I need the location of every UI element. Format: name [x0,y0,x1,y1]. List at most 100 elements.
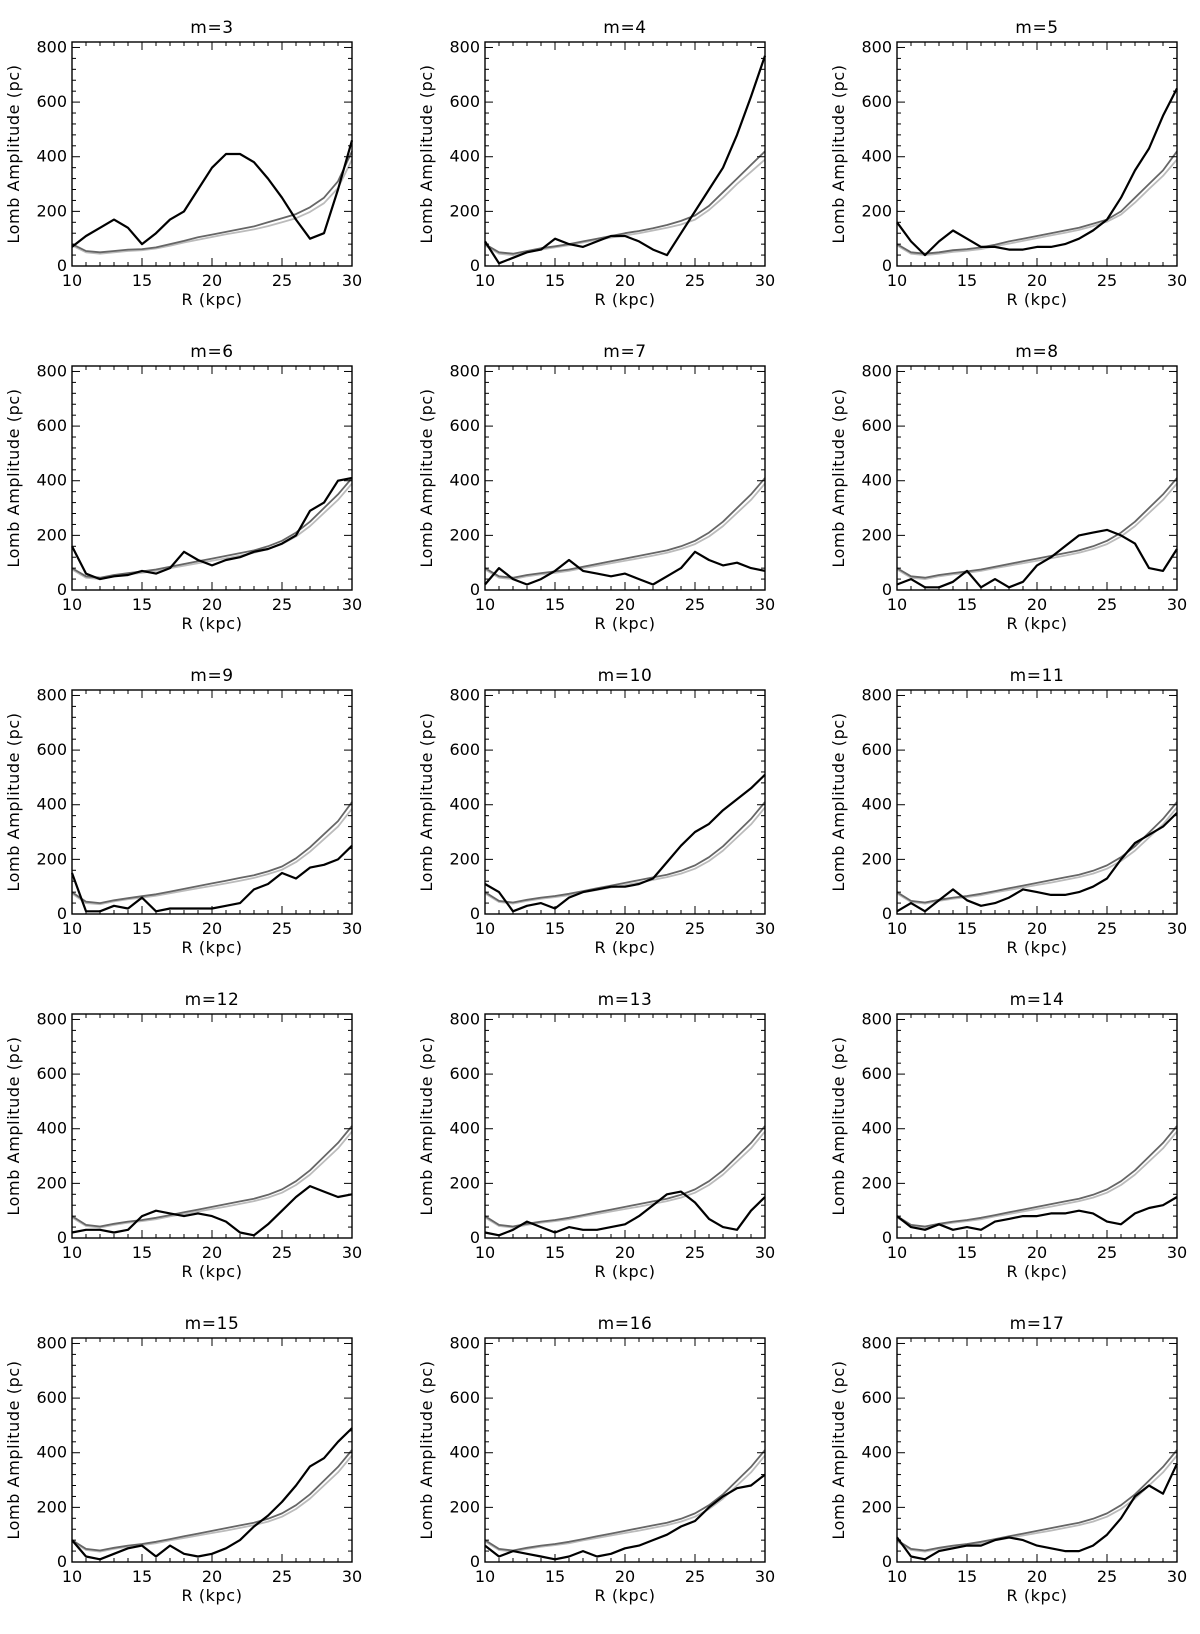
y-tick-label: 600 [449,1388,480,1407]
y-tick-label: 0 [470,1552,480,1571]
y-tick-label: 800 [36,1009,67,1028]
x-tick-label: 20 [615,595,635,614]
y-tick-label: 600 [36,416,67,435]
x-tick-label: 10 [887,271,907,290]
panel-title: m=13 [598,990,653,1010]
series-line-1 [71,139,354,248]
x-tick-label: 10 [62,595,82,614]
x-tick-label: 20 [1027,919,1047,938]
panel-title: m=8 [1015,342,1058,362]
x-tick-label: 20 [202,919,222,938]
x-tick-label: 25 [272,919,292,938]
x-tick-label: 15 [545,271,565,290]
chart-panel-13: m=15 10 15 20 25 30 0 200 400 600 800 R (kpc) Lomb A… [4,1314,362,1605]
x-tick-label: 20 [615,1243,635,1262]
series-line-1 [71,476,353,581]
plot-frame [896,365,1178,591]
y-tick-label: 400 [861,1119,892,1138]
chart-panel-14: m=16 10 15 20 25 30 0 200 400 600 800 R (kpc) Lomb A… [417,1314,775,1605]
y-tick-label: 200 [861,849,892,868]
chart-panel-8: m=10 10 15 20 25 30 0 200 400 600 800 R (kpc) Lomb A… [417,666,775,957]
panel-title: m=11 [1010,666,1065,686]
y-axis-label: Lomb Amplitude (pc) [417,64,436,243]
series-line-1 [896,528,1178,589]
y-tick-label: 0 [470,904,480,923]
x-tick-label: 30 [1167,1567,1187,1586]
series-line-2 [71,1125,353,1228]
y-tick-label: 0 [57,580,67,599]
y-tick-label: 200 [861,1173,892,1192]
series-line-3 [896,1130,1178,1229]
y-tick-label: 400 [449,147,480,166]
x-tick-label: 15 [545,919,565,938]
series-line-2 [484,1449,766,1552]
y-tick-label: 400 [36,1119,67,1138]
plot-frame [896,41,1178,267]
plot-frame [71,41,353,267]
x-tick-label: 20 [202,1243,222,1262]
x-tick-label: 10 [887,919,907,938]
y-tick-label: 0 [470,1228,480,1247]
y-tick-label: 600 [861,1388,892,1407]
y-axis-label: Lomb Amplitude (pc) [417,712,436,891]
plot-frame [71,1013,353,1239]
chart-panel-4: m=6 10 15 20 25 30 0 200 400 600 800 R (kpc) Lomb Am… [4,342,362,633]
x-tick-label: 25 [685,1567,705,1586]
x-tick-label: 30 [342,1243,362,1262]
x-tick-label: 25 [685,595,705,614]
y-tick-label: 400 [861,795,892,814]
y-tick-label: 600 [449,1064,480,1083]
series-line-3 [484,158,766,257]
chart-panel-15: m=17 10 15 20 25 30 0 200 400 600 800 R (kpc) Lomb A… [829,1314,1187,1605]
x-tick-label: 15 [957,1243,977,1262]
x-tick-label: 25 [1097,595,1117,614]
plot-frame [484,1013,766,1239]
y-tick-label: 400 [449,1443,480,1462]
x-tick-label: 10 [62,1243,82,1262]
x-axis-label: R (kpc) [181,1586,242,1605]
plot-frame [484,365,766,591]
x-tick-label: 20 [615,1567,635,1586]
y-tick-label: 400 [36,147,67,166]
plot-frame [896,1337,1178,1563]
x-tick-label: 15 [132,919,152,938]
y-tick-label: 800 [36,685,67,704]
series-line-2 [896,1449,1178,1552]
y-tick-label: 200 [449,849,480,868]
x-tick-label: 10 [62,1567,82,1586]
x-axis-label: R (kpc) [1006,614,1067,633]
y-tick-label: 0 [57,1552,67,1571]
panel-title: m=10 [598,666,653,686]
y-tick-label: 0 [882,256,892,275]
x-tick-label: 15 [545,1243,565,1262]
x-tick-label: 15 [132,595,152,614]
y-axis-label: Lomb Amplitude (pc) [4,1036,23,1215]
y-tick-label: 200 [861,1497,892,1516]
y-tick-label: 400 [36,1443,67,1462]
series-line-1 [71,1427,353,1561]
x-tick-label: 10 [475,271,495,290]
x-tick-label: 25 [272,1567,292,1586]
y-axis-label: Lomb Amplitude (pc) [829,712,848,891]
x-axis-label: R (kpc) [594,614,655,633]
y-tick-label: 200 [449,1173,480,1192]
x-axis-label: R (kpc) [1006,938,1067,957]
series-line-1 [896,1463,1178,1561]
y-axis-label: Lomb Amplitude (pc) [829,64,848,243]
x-axis-label: R (kpc) [181,938,242,957]
series-line-2 [484,801,766,904]
x-tick-label: 20 [202,595,222,614]
x-tick-label: 15 [957,595,977,614]
x-tick-label: 30 [342,1567,362,1586]
x-tick-label: 30 [755,595,775,614]
x-tick-label: 20 [1027,595,1047,614]
y-tick-label: 200 [861,525,892,544]
chart-panel-10: m=12 10 15 20 25 30 0 200 400 600 800 R (kpc) Lomb A… [4,990,362,1281]
y-tick-label: 0 [882,1552,892,1571]
series-line-3 [484,1130,766,1229]
y-axis-label: Lomb Amplitude (pc) [417,1360,436,1539]
x-tick-label: 20 [1027,1243,1047,1262]
y-tick-label: 600 [36,1064,67,1083]
plot-frame [484,689,766,915]
series-line-1 [896,812,1178,913]
